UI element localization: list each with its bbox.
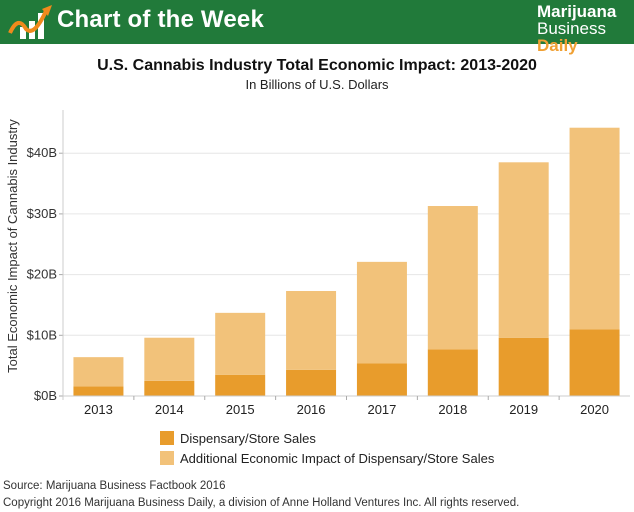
x-tick-label: 2019 (509, 402, 538, 417)
y-tick-label: $20B (27, 267, 57, 282)
x-tick-label: 2017 (367, 402, 396, 417)
y-tick-label: $30B (27, 206, 57, 221)
source-note: Source: Marijuana Business Factbook 2016 (3, 480, 226, 492)
legend-item-dispensary: Dispensary/Store Sales (160, 428, 494, 448)
y-tick-label: $0B (34, 388, 57, 403)
bar-dispensary-2017 (356, 363, 407, 396)
banner-title: Chart of the Week (57, 6, 264, 33)
header-banner: Chart of the Week Marijuana Business Dai… (0, 0, 634, 54)
bar-dispensary-2018 (427, 349, 478, 396)
bar-additional-2016 (286, 290, 337, 370)
y-tick-label: $10B (27, 327, 57, 342)
brand-line2b: Daily (537, 36, 578, 55)
bar-dispensary-2013 (73, 386, 124, 396)
legend-label-additional: Additional Economic Impact of Dispensary… (180, 450, 495, 466)
bar-additional-2017 (356, 261, 407, 364)
brand-line1: Marijuana (537, 2, 617, 21)
legend-label-dispensary: Dispensary/Store Sales (180, 430, 316, 446)
x-tick-label: 2014 (155, 402, 184, 417)
chart-trend-icon (8, 5, 52, 39)
bar-additional-2020 (569, 127, 620, 330)
bar-chart: $0B $10B $20B $30B $40B 2013 2014 2015 2016 2017 2… (5, 110, 630, 417)
legend: Dispensary/Store Sales Additional Econom… (160, 428, 494, 468)
bar-dispensary-2016 (286, 369, 337, 396)
x-tick-label: 2020 (580, 402, 609, 417)
x-tick-label: 2018 (438, 402, 467, 417)
x-tick-label: 2015 (226, 402, 255, 417)
footer: Source: Marijuana Business Factbook 2016… (3, 478, 519, 512)
bar-additional-2015 (215, 312, 266, 375)
bar-additional-2018 (427, 206, 478, 350)
copyright-note: Copyright 2016 Marijuana Business Daily,… (3, 497, 520, 509)
bar-additional-2019 (498, 162, 549, 338)
x-tick-label: 2016 (297, 402, 326, 417)
bar-dispensary-2019 (498, 337, 549, 396)
legend-swatch-additional (160, 451, 174, 465)
brand-line2a: Business (537, 19, 606, 38)
y-tick-label: $40B (27, 145, 57, 160)
bar-additional-2014 (144, 337, 195, 381)
bar-dispensary-2020 (569, 329, 620, 396)
legend-item-additional: Additional Economic Impact of Dispensary… (160, 448, 494, 468)
bar-additional-2013 (73, 357, 124, 387)
brand-logo: Marijuana Business Daily (537, 3, 634, 54)
chart-title: U.S. Cannabis Industry Total Economic Im… (97, 57, 537, 74)
bar-dispensary-2014 (144, 380, 195, 396)
x-tick-label: 2013 (84, 402, 113, 417)
legend-swatch-dispensary (160, 431, 174, 445)
y-axis-label: Total Economic Impact of Cannabis Indust… (5, 119, 20, 373)
chart-subtitle: In Billions of U.S. Dollars (245, 77, 389, 92)
bar-dispensary-2015 (215, 374, 266, 396)
